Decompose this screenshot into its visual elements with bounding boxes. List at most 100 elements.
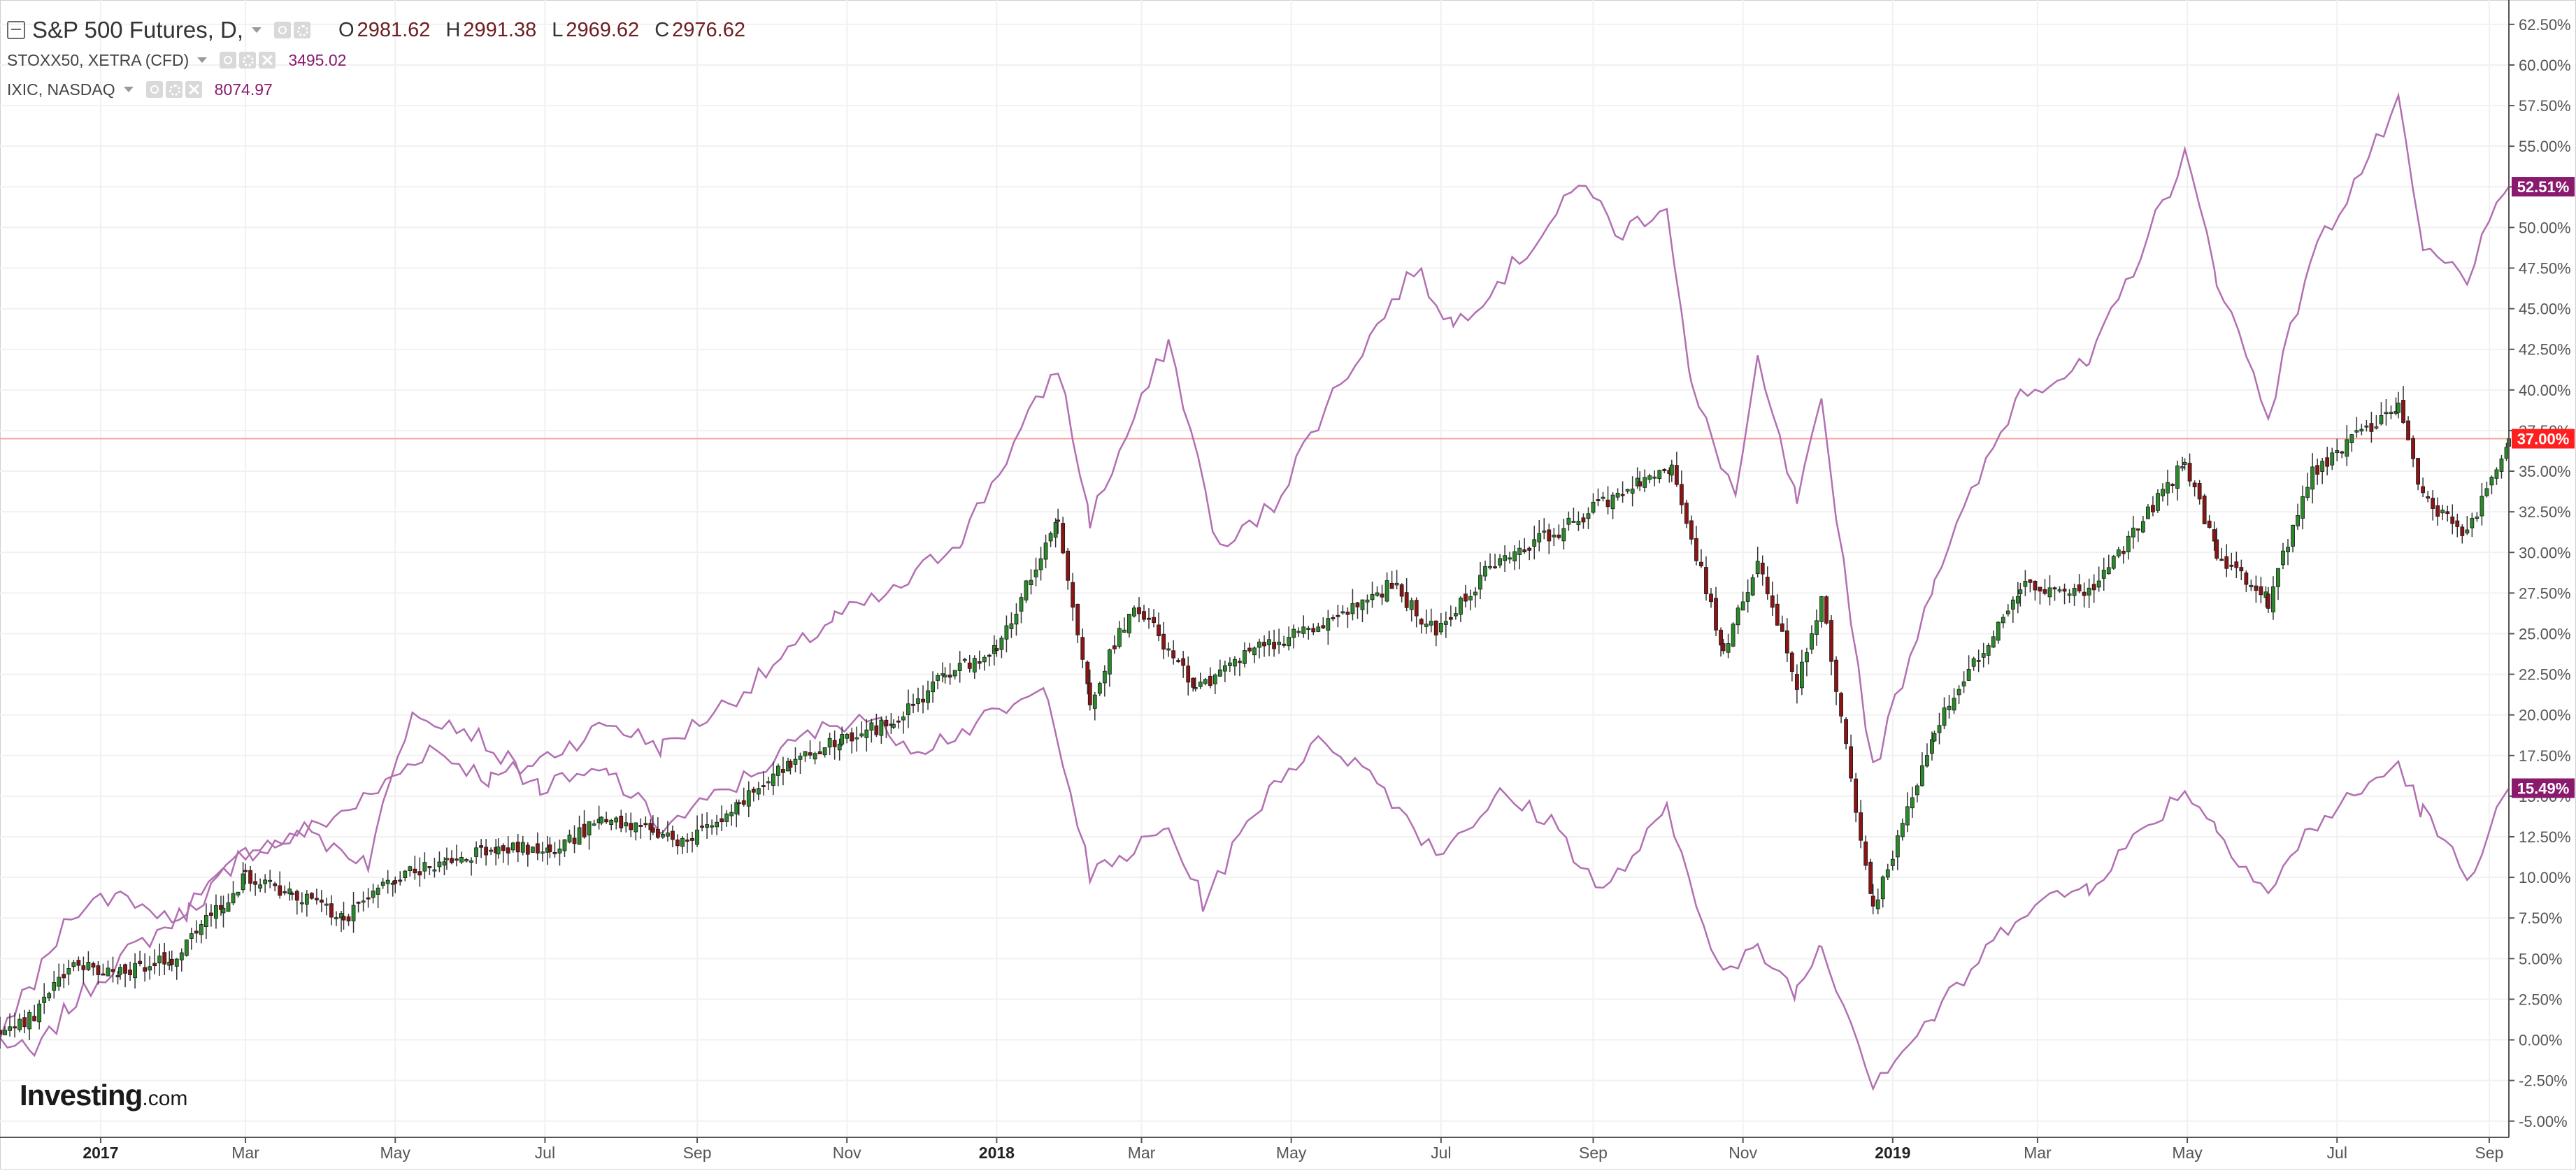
candle-body bbox=[1142, 611, 1146, 620]
candle-body bbox=[1770, 595, 1775, 608]
candle-body bbox=[2018, 589, 2023, 595]
candle-body bbox=[289, 893, 294, 895]
candle-body bbox=[2305, 487, 2310, 498]
candle-body bbox=[1605, 499, 1610, 508]
candle-body bbox=[1404, 592, 1409, 608]
candle-body bbox=[2276, 568, 2280, 587]
candle-body bbox=[1880, 877, 1885, 900]
candle-body bbox=[1937, 725, 1942, 733]
candle-body bbox=[2033, 581, 2038, 591]
candle-body bbox=[724, 813, 729, 822]
main-series-tools bbox=[274, 22, 313, 38]
candle-body bbox=[1233, 659, 1237, 667]
candle-body bbox=[309, 893, 314, 899]
candle-body bbox=[864, 729, 869, 738]
candle-body bbox=[2207, 520, 2212, 528]
candle-body bbox=[1745, 592, 1750, 602]
candle-body bbox=[1956, 689, 1961, 696]
candle-body bbox=[840, 734, 845, 745]
candle-body bbox=[798, 756, 803, 760]
candle-body bbox=[1394, 582, 1399, 586]
candle-body bbox=[231, 893, 236, 904]
candle-body bbox=[604, 819, 609, 823]
collapse-legend-icon[interactable] bbox=[7, 21, 25, 39]
candle-body bbox=[705, 824, 709, 828]
candle-body bbox=[2349, 434, 2354, 443]
ixic-name[interactable]: IXIC, NASDAQ bbox=[7, 80, 115, 99]
candle-body bbox=[2249, 584, 2254, 588]
candle-body bbox=[1576, 521, 1581, 525]
gear-icon[interactable] bbox=[165, 81, 183, 98]
candle-body bbox=[1863, 841, 1868, 866]
candle-body bbox=[906, 703, 910, 716]
candle-body bbox=[346, 916, 351, 922]
eye-icon[interactable] bbox=[274, 22, 292, 38]
candle-body bbox=[1019, 597, 1024, 612]
candle-body bbox=[1947, 705, 1952, 710]
chevron-down-icon[interactable] bbox=[123, 87, 134, 92]
candle-body bbox=[1789, 652, 1794, 672]
candle-body bbox=[2286, 547, 2290, 552]
candle-body bbox=[1829, 620, 1833, 662]
gear-icon[interactable] bbox=[294, 22, 311, 38]
chevron-down-icon[interactable] bbox=[197, 57, 208, 63]
candle-body bbox=[1448, 617, 1453, 620]
candle-body bbox=[2475, 516, 2480, 519]
candle-body bbox=[548, 844, 552, 853]
candle-body bbox=[2239, 567, 2244, 572]
close-icon[interactable] bbox=[259, 52, 276, 69]
candle-body bbox=[339, 913, 343, 919]
candle-body bbox=[1038, 558, 1043, 570]
stoxx50-name[interactable]: STOXX50, XETRA (CFD) bbox=[7, 50, 189, 69]
candle-body bbox=[385, 879, 390, 884]
candle-body bbox=[1468, 596, 1473, 600]
candle-body bbox=[1097, 683, 1102, 694]
candle-body bbox=[169, 958, 174, 965]
candle-body bbox=[432, 869, 437, 872]
candle-body bbox=[273, 883, 278, 886]
candle-body bbox=[2224, 556, 2229, 569]
candle-body bbox=[1815, 620, 1819, 635]
candle-body bbox=[1591, 501, 1596, 513]
candle-body bbox=[2170, 484, 2175, 486]
candle-body bbox=[299, 902, 304, 905]
candle-body bbox=[1438, 622, 1443, 633]
eye-icon[interactable] bbox=[145, 81, 163, 98]
candle-body bbox=[2254, 585, 2259, 591]
main-series-title[interactable]: S&P 500 Futures, D, bbox=[32, 17, 244, 43]
candle-body bbox=[2180, 466, 2184, 469]
candle-body bbox=[1971, 658, 1976, 667]
candle-body bbox=[599, 816, 604, 823]
investing-logo[interactable]: Investing.com bbox=[20, 1079, 187, 1112]
close-icon[interactable] bbox=[185, 81, 202, 98]
candle-body bbox=[2325, 457, 2330, 467]
candle-body bbox=[817, 751, 822, 754]
candle-body bbox=[2431, 498, 2435, 509]
low-value: 2969.62 bbox=[566, 18, 640, 41]
candle-body bbox=[2077, 584, 2082, 591]
y-tick-label: 27.50% bbox=[2519, 584, 2571, 602]
candle-body bbox=[2455, 520, 2460, 527]
y-tick-label: 32.50% bbox=[2519, 503, 2571, 521]
candle-body bbox=[1512, 551, 1517, 561]
chevron-down-icon[interactable] bbox=[252, 27, 262, 33]
candle-body bbox=[1208, 675, 1212, 686]
candle-body bbox=[587, 821, 592, 836]
candle-body bbox=[1301, 626, 1306, 634]
eye-icon[interactable] bbox=[220, 52, 237, 69]
y-tick-label: 17.50% bbox=[2519, 747, 2571, 765]
candle-body bbox=[1643, 477, 1647, 488]
candle-body bbox=[634, 822, 638, 833]
candle-body bbox=[1986, 645, 1991, 656]
y-tick-label: 2.50% bbox=[2519, 991, 2562, 1008]
candle-body bbox=[294, 891, 299, 901]
candle-body bbox=[1061, 523, 1066, 554]
candle-body bbox=[931, 682, 935, 693]
gear-icon[interactable] bbox=[239, 52, 257, 69]
candle-body bbox=[957, 663, 962, 671]
candle-body bbox=[1252, 647, 1257, 656]
candle-body bbox=[879, 719, 884, 736]
candle-body bbox=[845, 734, 850, 739]
